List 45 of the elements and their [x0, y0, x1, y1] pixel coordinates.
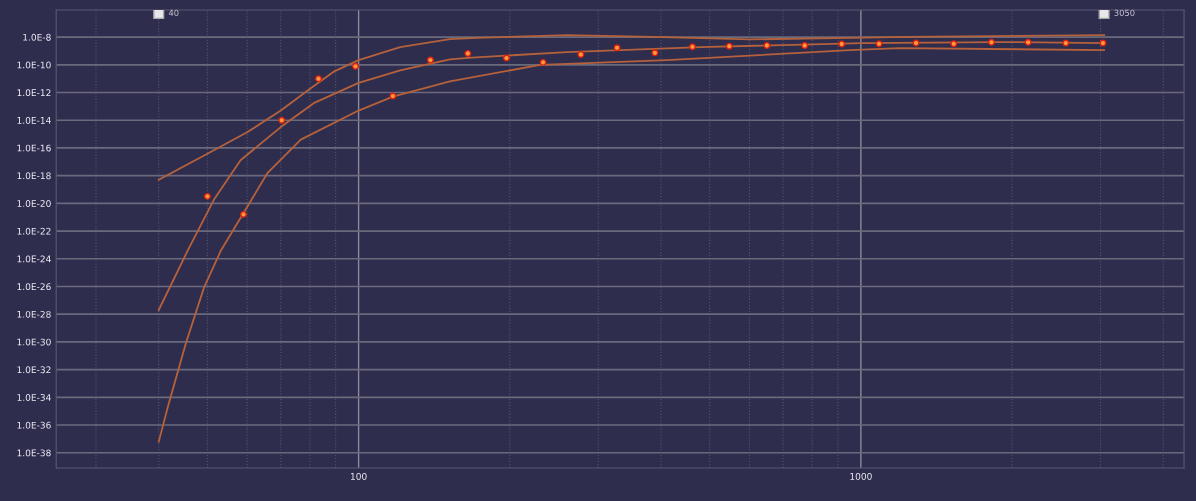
point	[801, 41, 809, 49]
y-tick-label: 1.0E-38	[17, 449, 51, 457]
point	[577, 50, 585, 58]
point	[539, 58, 547, 66]
y-tick-label: 1.0E-28	[17, 310, 51, 318]
y-tick-label: 1.0E-34	[17, 394, 51, 401]
point	[426, 56, 434, 64]
y-tick-label: 1.0E-16	[17, 144, 51, 152]
point	[278, 116, 286, 124]
y-tick-label: 1.0E-22	[17, 227, 51, 235]
point	[1099, 39, 1107, 47]
point	[1024, 38, 1032, 46]
point	[315, 75, 322, 83]
y-tick-label: 1.0E-32	[17, 366, 51, 374]
y-tick-label: 1.0E-20	[17, 200, 51, 207]
point	[651, 49, 659, 57]
point	[503, 54, 510, 62]
y-tick-label: 1.0E-36	[17, 421, 51, 429]
x-tick-label: 100	[350, 472, 367, 480]
x-tick-label: 1000	[850, 472, 872, 480]
point	[203, 192, 211, 200]
point	[875, 40, 883, 48]
point	[1062, 39, 1070, 47]
point	[389, 92, 397, 100]
point	[688, 43, 696, 51]
y-tick-label: 1.0E-30	[17, 338, 51, 346]
point	[912, 39, 920, 47]
point	[352, 62, 359, 70]
point	[725, 42, 733, 50]
point	[950, 40, 958, 48]
y-tick-label: 1.0E-10	[17, 61, 51, 69]
y-tick-label: 1.0E-14	[17, 116, 51, 124]
point	[838, 40, 846, 48]
y-tick-label: 1.0E-12	[17, 89, 51, 97]
y-tick-label: 1.0E-18	[17, 172, 51, 180]
point	[240, 210, 247, 218]
point	[464, 49, 472, 57]
y-tick-label: 1.0E-8	[23, 33, 51, 41]
point	[763, 41, 771, 49]
annotation: 3050	[1114, 9, 1135, 16]
point	[988, 38, 995, 46]
y-tick-label: 1.0E-24	[17, 255, 51, 263]
point	[613, 44, 621, 52]
annotation: 40	[168, 9, 179, 16]
y-tick-label: 1.0E-26	[17, 283, 51, 291]
